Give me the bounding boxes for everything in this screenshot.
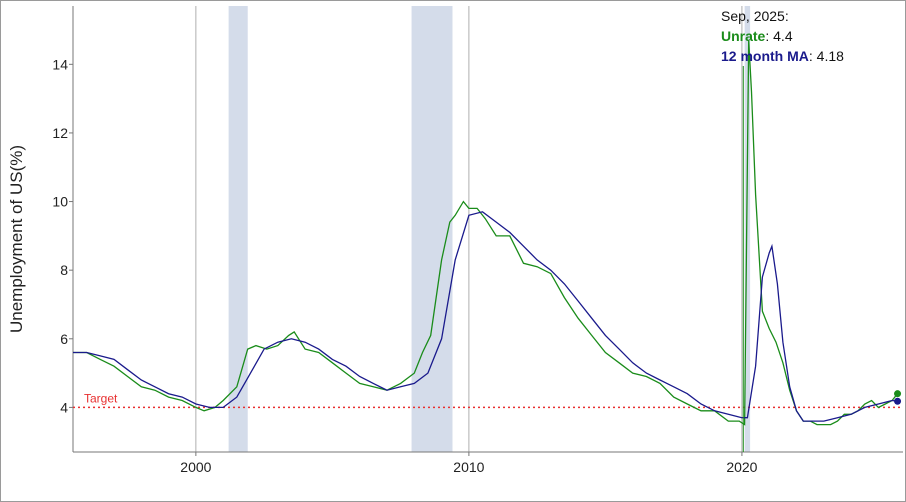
unrate-last-point	[894, 390, 902, 398]
ma-last-point	[894, 397, 902, 405]
recession-band-1	[228, 6, 248, 452]
recession-shading	[228, 6, 751, 452]
recession-band-3	[744, 6, 751, 452]
y-ticks: 4 6 8 10 12 14	[52, 56, 73, 415]
annotation-ma-value: : 4.18	[809, 48, 844, 64]
annotation-unrate-label: Unrate	[721, 28, 766, 44]
annotation-unrate: Unrate: 4.4	[721, 28, 793, 44]
y-tick-label-10: 10	[52, 194, 68, 210]
annotation-unrate-value: : 4.4	[765, 28, 792, 44]
unrate-series-line	[73, 40, 899, 426]
year-gridlines	[195, 6, 743, 452]
ma-series-line	[73, 211, 898, 422]
y-tick-label-6: 6	[60, 331, 68, 347]
y-tick-label-4: 4	[60, 399, 68, 415]
recession-band-2	[411, 6, 453, 452]
y-tick-label-12: 12	[52, 125, 68, 141]
y-tick-label-14: 14	[52, 56, 68, 72]
x-tick-label-2020: 2020	[726, 459, 757, 475]
y-axis-label: Unemployment of US(%)	[7, 145, 26, 333]
annotation-ma-label: 12 month MA	[721, 48, 809, 64]
target-label: Target	[84, 391, 118, 405]
x-ticks: 2000 2010 2020	[180, 452, 758, 475]
hover-annotation: Sep, 2025: Unrate: 4.4 12 month MA: 4.18	[721, 8, 844, 64]
annotation-date: Sep, 2025:	[721, 8, 789, 24]
x-tick-label-2010: 2010	[453, 459, 484, 475]
y-tick-label-8: 8	[60, 262, 68, 278]
x-tick-label-2000: 2000	[180, 459, 211, 475]
annotation-ma: 12 month MA: 4.18	[721, 48, 844, 64]
